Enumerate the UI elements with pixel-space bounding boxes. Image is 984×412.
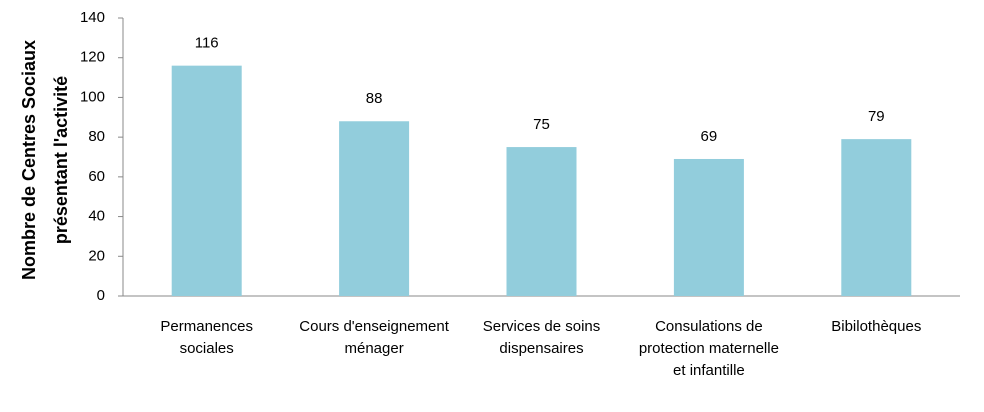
y-tick-label: 80 (88, 128, 105, 145)
y-tick-label: 60 (88, 168, 105, 185)
x-tick-label: Cours d'enseignement ménager (299, 318, 449, 357)
y-tick-label: 120 (80, 49, 105, 66)
data-label: 75 (533, 116, 550, 133)
x-tick-label: Services de soins dispensaires (482, 318, 601, 357)
data-label: 88 (366, 90, 383, 107)
data-label: 116 (195, 35, 219, 52)
y-tick-label: 140 (80, 9, 105, 26)
y-tick-label: 0 (97, 287, 105, 304)
bar (506, 147, 577, 296)
x-tick-label: Permanences sociales (160, 318, 253, 357)
data-label: 79 (868, 108, 885, 125)
y-tick-label: 40 (88, 208, 105, 225)
y-axis-label: Nombre de Centres Sociaux (19, 40, 39, 280)
x-tick-label: Bibilothèques (831, 318, 922, 335)
y-axis-label: présentant l'activité (51, 76, 71, 244)
bar (841, 139, 912, 296)
y-tick-label: 20 (88, 247, 105, 264)
bar (673, 158, 744, 296)
bar (339, 121, 410, 296)
x-tick-label: Consulations de protection maternelle et… (638, 318, 779, 379)
data-label: 69 (701, 128, 718, 145)
bar (171, 65, 242, 297)
y-tick-label: 100 (80, 88, 105, 105)
